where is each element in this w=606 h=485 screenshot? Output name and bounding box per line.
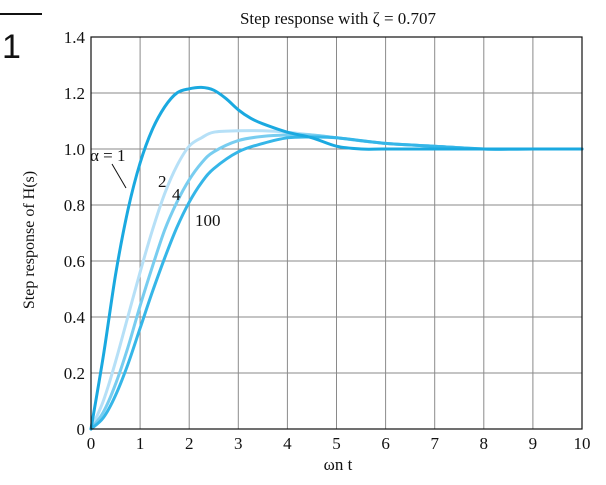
annotation-4: 4	[172, 185, 181, 204]
x-tick-label: 2	[185, 434, 194, 453]
chart-title: Step response with ζ = 0.707	[240, 9, 437, 28]
y-tick-label: 1.2	[64, 84, 85, 103]
series-line-3	[89, 135, 584, 431]
axes	[90, 36, 583, 430]
plot-frame	[90, 36, 583, 430]
annotation-2: 2	[158, 172, 167, 191]
x-tick-label: 4	[283, 434, 292, 453]
annotation-100: 100	[195, 211, 221, 230]
annotation-alpha-1: α = 1	[90, 146, 126, 165]
x-tick-label: 5	[332, 434, 341, 453]
series-layer	[89, 85, 584, 431]
annotation-leader	[111, 163, 127, 189]
x-tick-label: 1	[136, 434, 145, 453]
x-tick-label: 8	[480, 434, 489, 453]
x-tick-label: 10	[574, 434, 591, 453]
y-tick-label: 0	[77, 420, 86, 439]
corner-label: 1	[2, 28, 21, 66]
y-tick-label: 0.8	[64, 196, 85, 215]
x-tick-label: 0	[87, 434, 96, 453]
y-axis-label: Step response of H(s)	[21, 171, 38, 309]
x-tick-label: 6	[381, 434, 390, 453]
y-tick-label: 0.4	[64, 308, 86, 327]
y-tick-label: 0.2	[64, 364, 85, 383]
x-tick-label: 9	[529, 434, 538, 453]
y-tick-label: 1.0	[64, 140, 85, 159]
y-tick-label: 1.4	[64, 28, 86, 47]
series-line-0	[89, 85, 584, 431]
x-tick-label: 7	[430, 434, 439, 453]
y-tick-label: 0.6	[64, 252, 85, 271]
x-axis-label: ωn t	[324, 455, 353, 474]
x-tick-label: 3	[234, 434, 243, 453]
